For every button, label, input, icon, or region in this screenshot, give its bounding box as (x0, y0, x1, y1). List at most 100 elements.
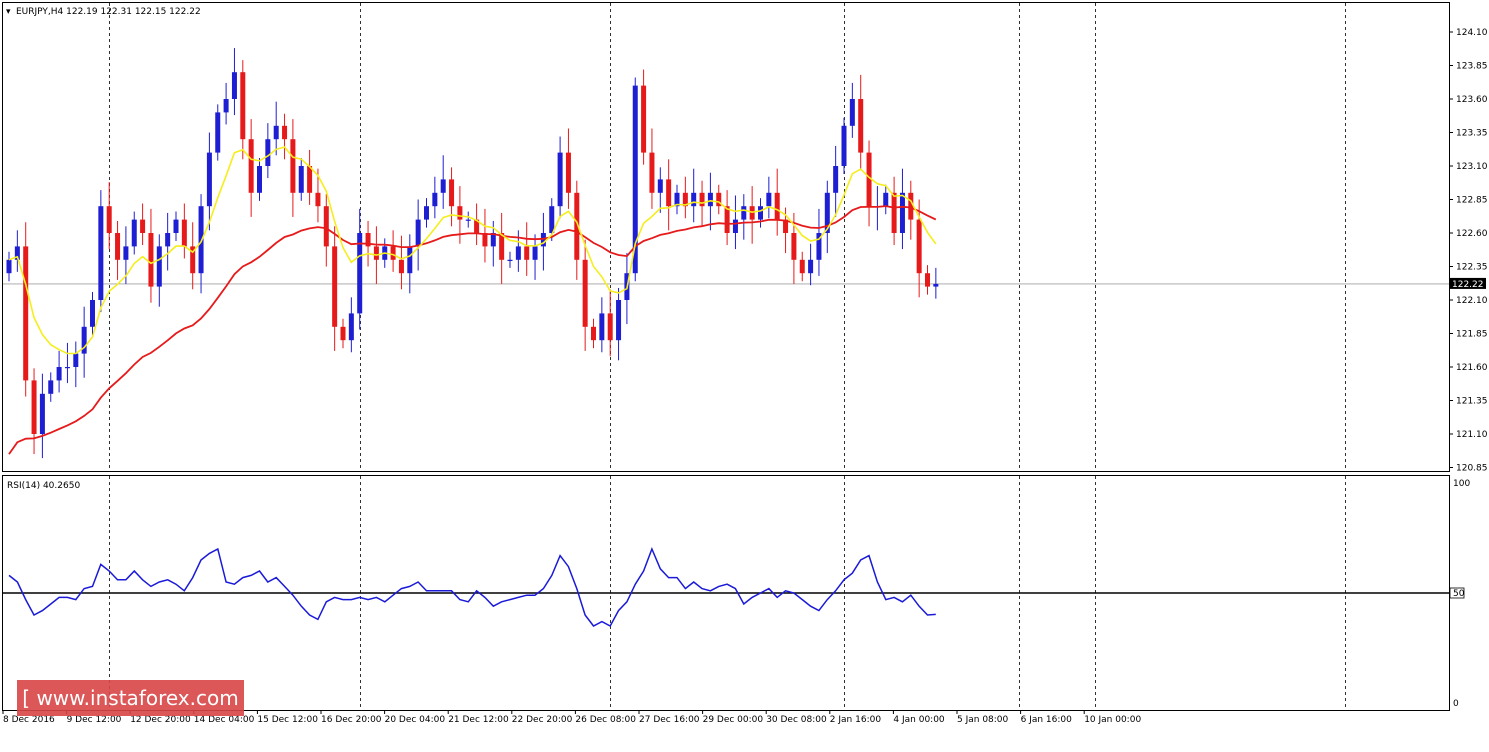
bear-candle (799, 259, 805, 274)
bull-candle (206, 152, 212, 207)
price-tick-label: 120.85 (1456, 464, 1488, 474)
time-tick-label: 9 Dec 12:00 (67, 715, 122, 725)
bear-candle (240, 72, 246, 140)
bear-candle (649, 152, 655, 193)
bull-candle (824, 192, 830, 233)
bull-candle (348, 313, 354, 341)
bull-candle (691, 192, 697, 207)
bear-candle (282, 125, 288, 140)
bear-candle (925, 273, 930, 287)
time-tick-label: 4 Jan 00:00 (893, 715, 945, 725)
current-price-box (1450, 277, 1486, 289)
bull-candle (64, 367, 70, 369)
instaforex-watermark: [ www.instaforex.com ] (17, 680, 244, 746)
bull-candle (465, 219, 471, 221)
time-tick-label: 15 Dec 12:00 (257, 715, 318, 725)
bull-candle (273, 125, 279, 140)
bull-candle (816, 233, 822, 260)
bull-candle (131, 219, 137, 247)
price-tick-label: 123.60 (1456, 95, 1488, 105)
bear-candle (699, 192, 705, 207)
time-tick-label: 6 Jan 16:00 (1021, 715, 1073, 725)
price-tick-label: 121.85 (1456, 330, 1488, 340)
dropdown-arrow-icon[interactable]: ▾ (6, 7, 11, 17)
bear-candle (332, 246, 338, 327)
bull-candle (98, 206, 104, 300)
time-tick-label: 30 Dec 08:00 (766, 715, 827, 725)
rsi-tick-label: 0 (1453, 699, 1459, 709)
bull-candle (357, 233, 363, 314)
watermark-text: [ www.instaforex.com ] (22, 686, 239, 746)
candles (6, 48, 939, 459)
bear-candle (106, 206, 112, 233)
time-tick-label: 20 Dec 04:00 (385, 715, 446, 725)
bull-candle (6, 259, 12, 274)
price-tick-label: 124.10 (1456, 28, 1488, 38)
bull-candle (616, 300, 622, 341)
bear-candle (373, 246, 379, 260)
current-price-label: 122.22 (1452, 280, 1484, 290)
bear-candle (582, 259, 588, 327)
bear-candle (916, 219, 922, 274)
bull-candle (165, 233, 171, 247)
bear-candle (908, 192, 914, 220)
bull-candle (265, 139, 271, 166)
time-tick-label: 16 Dec 20:00 (321, 715, 382, 725)
time-tick-label: 21 Dec 12:00 (448, 715, 509, 725)
bear-candle (398, 259, 404, 274)
bear-candle (365, 233, 371, 247)
bull-candle (223, 99, 229, 113)
bull-candle (532, 246, 538, 260)
time-tick-label: 14 Dec 04:00 (194, 715, 255, 725)
bull-candle (173, 219, 179, 233)
bull-candle (490, 233, 496, 247)
time-axis: 8 Dec 2016 9 Dec 12:00 12 Dec 20:00 14 Dec … (2, 710, 1141, 725)
bull-candle (515, 246, 521, 260)
bear-candle (457, 206, 463, 220)
bear-candle (482, 233, 488, 247)
bear-candle (31, 380, 37, 434)
bear-candle (115, 233, 121, 260)
bear-candle (716, 192, 722, 207)
price-tick-label: 121.60 (1456, 363, 1488, 373)
price-tick-label: 122.85 (1456, 196, 1488, 206)
bull-candle (432, 192, 438, 207)
bull-candle (674, 192, 680, 207)
bear-candle (390, 246, 396, 260)
bull-candle (632, 85, 638, 274)
bull-candle (56, 367, 62, 381)
bear-candle (323, 206, 329, 247)
bear-candle (858, 99, 864, 153)
bear-candle (524, 246, 530, 260)
bull-candle (73, 353, 79, 367)
bear-candle (774, 192, 780, 220)
period-separators (109, 3, 1346, 710)
bear-candle (290, 139, 296, 193)
bull-candle (156, 246, 162, 287)
bear-candle (724, 206, 730, 233)
bull-candle (758, 206, 763, 220)
bear-candle (181, 219, 187, 247)
bear-candle (315, 192, 321, 207)
price-tick-label: 122.60 (1456, 229, 1488, 239)
rsi-panel-frame (2, 475, 1450, 711)
price-tick-label: 123.10 (1456, 162, 1488, 172)
rsi-axis: 100 50 0 (1449, 479, 1470, 709)
bull-candle (231, 72, 237, 99)
chart-header: EURJPY,H4 122.19 122.31 122.15 122.22 (16, 7, 201, 17)
bull-candle (298, 166, 304, 193)
bull-candle (39, 393, 45, 434)
bear-candle (307, 166, 313, 193)
bull-candle (557, 152, 563, 207)
time-tick-label: 2 Jan 16:00 (830, 715, 882, 725)
price-tick-label: 123.85 (1456, 62, 1488, 72)
bull-candle (841, 125, 847, 166)
bear-candle (23, 246, 29, 381)
rsi-tick-label: 50 (1453, 589, 1465, 599)
bear-candle (666, 179, 672, 207)
bull-candle (549, 206, 555, 233)
price-tick-label: 122.35 (1456, 263, 1488, 273)
bear-candle (783, 219, 789, 233)
price-tick-label: 122.10 (1456, 296, 1488, 306)
bear-candle (140, 219, 146, 233)
